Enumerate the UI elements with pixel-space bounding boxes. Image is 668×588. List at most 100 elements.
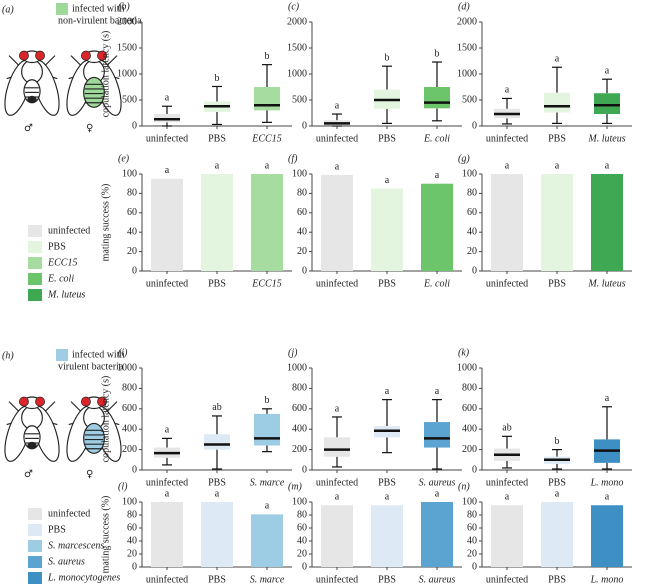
x-tick-label: M. luteus: [587, 133, 625, 144]
y-tick-label: 200: [292, 444, 307, 455]
legend-label: L. monocytogenes: [47, 572, 120, 583]
significance-letter: a: [335, 492, 340, 503]
y-tick-label: 60: [467, 207, 477, 218]
legend-label: ECC15: [47, 257, 77, 268]
significance-letter: a: [505, 492, 510, 503]
significance-letter: a: [265, 160, 270, 171]
significance-letter: a: [605, 492, 610, 503]
y-tick-label: 40: [297, 226, 307, 237]
y-tick-label: 60: [127, 207, 137, 218]
significance-letter: a: [555, 488, 560, 499]
y-tick-label: 0: [302, 561, 307, 572]
y-tick-label: 1500: [287, 42, 307, 53]
legend-swatch: [56, 349, 68, 361]
bar: [151, 502, 183, 567]
y-axis-label: mating success (%): [100, 496, 111, 574]
bar: [251, 174, 283, 271]
bar: [541, 174, 573, 271]
bar: [201, 502, 233, 567]
y-tick-label: 0: [132, 120, 137, 131]
x-tick-label: uninfected: [146, 278, 188, 289]
panel-text: virulent bacteria: [58, 361, 124, 372]
panel-label: (e): [118, 153, 130, 164]
panel-text: non-virulent bacteria: [58, 15, 142, 26]
significance-letter: a: [335, 403, 340, 414]
y-tick-label: 0: [472, 120, 477, 131]
x-tick-label: E. coli: [423, 278, 450, 289]
y-tick-label: 40: [467, 535, 477, 546]
y-tick-label: 20: [127, 548, 137, 559]
significance-letter: a: [435, 386, 440, 397]
x-tick-label: S. aureus: [419, 574, 456, 585]
legend-swatch: [28, 225, 42, 237]
y-tick-label: 2000: [117, 16, 137, 27]
x-tick-label: PBS: [208, 133, 226, 144]
box: [324, 437, 350, 457]
x-tick-label: uninfected: [146, 574, 188, 585]
panel-label: (h): [2, 350, 14, 361]
y-tick-label: 1000: [117, 362, 137, 373]
legend-swatch: [28, 556, 42, 568]
y-tick-label: 40: [467, 226, 477, 237]
y-tick-label: 80: [127, 188, 137, 199]
female-fly: [60, 50, 128, 119]
legend-swatch: [28, 241, 42, 253]
significance-letter: a: [435, 488, 440, 499]
significance-letter: a: [335, 161, 340, 172]
y-tick-label: 100: [292, 168, 307, 179]
legend-swatch: [56, 3, 68, 15]
y-tick-label: 800: [462, 383, 477, 394]
x-tick-label: ECC15: [251, 133, 281, 144]
y-tick-label: 20: [297, 548, 307, 559]
y-tick-label: 1000: [117, 68, 137, 79]
y-tick-label: 100: [122, 168, 137, 179]
male-fly: [0, 50, 66, 119]
box: [424, 87, 450, 109]
y-tick-label: 80: [297, 509, 307, 520]
panel-label: (n): [458, 481, 470, 492]
box: [424, 422, 450, 448]
y-tick-label: 60: [467, 522, 477, 533]
bar: [251, 514, 283, 567]
y-tick-label: 0: [302, 464, 307, 475]
x-tick-label: PBS: [548, 477, 566, 488]
significance-letter: a: [385, 492, 390, 503]
x-tick-label: PBS: [548, 133, 566, 144]
x-tick-label: uninfected: [316, 574, 358, 585]
y-tick-label: 60: [127, 522, 137, 533]
y-tick-label: 500: [292, 94, 307, 105]
bar: [321, 505, 353, 567]
legend-label: PBS: [48, 241, 66, 252]
y-tick-label: 0: [132, 561, 137, 572]
y-tick-label: 1000: [457, 68, 477, 79]
x-tick-label: PBS: [378, 133, 396, 144]
box: [204, 434, 230, 450]
x-tick-label: uninfected: [486, 278, 528, 289]
x-tick-label: S. aureus: [419, 477, 456, 488]
panel-label: (k): [458, 347, 470, 358]
sex-symbol: ♀: [86, 123, 93, 134]
y-tick-label: 100: [292, 496, 307, 507]
y-tick-label: 0: [132, 464, 137, 475]
x-tick-label: M. luteus: [587, 278, 625, 289]
x-tick-label: uninfected: [486, 477, 528, 488]
significance-letter: a: [605, 393, 610, 404]
y-tick-label: 40: [127, 226, 137, 237]
y-tick-label: 1500: [457, 42, 477, 53]
significance-letter: a: [385, 175, 390, 186]
y-tick-label: 1000: [287, 362, 307, 373]
significance-letter: a: [215, 160, 220, 171]
x-tick-label: PBS: [208, 477, 226, 488]
y-axis-label: copulation latency (s): [100, 31, 111, 118]
y-tick-label: 500: [122, 94, 137, 105]
bar: [491, 174, 523, 271]
y-tick-label: 1000: [287, 68, 307, 79]
x-tick-label: PBS: [378, 278, 396, 289]
panel-label: (d): [458, 1, 470, 12]
panel-label: (g): [458, 153, 470, 164]
x-tick-label: uninfected: [316, 477, 358, 488]
x-tick-label: L. mono: [590, 574, 624, 585]
fly-abdomen: [83, 76, 105, 108]
x-tick-label: S. marce: [250, 477, 285, 488]
